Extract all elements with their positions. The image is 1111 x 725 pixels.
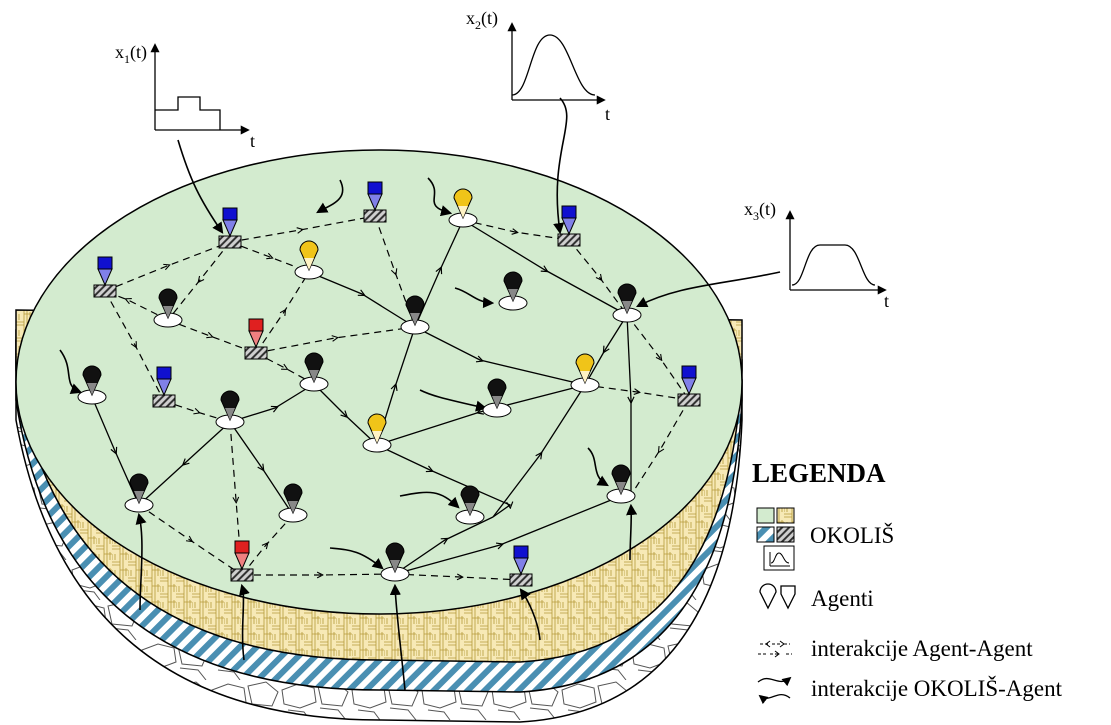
legend-dashed-arrows-icon <box>758 640 792 658</box>
black-pin-agent-icon <box>153 288 183 328</box>
legend-symbols <box>756 507 796 705</box>
blue-box-agent-icon <box>93 256 117 298</box>
legend-green-swatch <box>756 507 775 524</box>
red-box-agent-icon <box>244 318 268 360</box>
yellow-pin-agent-icon <box>294 240 324 280</box>
solid-links <box>91 219 631 575</box>
blue-box-agent-icon <box>509 545 533 587</box>
black-pin-agent-icon <box>606 464 636 504</box>
legend-environment-label: OKOLIŠ <box>810 523 895 548</box>
blue-box-agent-icon <box>677 365 701 407</box>
black-pin-agent-icon <box>299 352 329 392</box>
signal-x3-tlabel: t <box>884 291 889 311</box>
red-agents <box>230 318 268 582</box>
red-box-agent-icon <box>230 540 254 582</box>
signal-x1-tlabel: t <box>250 131 255 151</box>
black-pin-agent-icon <box>124 473 154 513</box>
black-pin-agent-icon <box>278 483 308 523</box>
black-pin-agent-icon <box>612 283 642 323</box>
dashed-links <box>104 215 690 581</box>
black-pin-agent-icon <box>400 295 430 335</box>
legend-pin-agent-icon <box>759 583 777 610</box>
environment-disc <box>15 149 743 723</box>
blue-box-agent-icon <box>363 181 387 223</box>
blue-box-agent-icon <box>152 366 176 408</box>
signal-graph-x2: x2(t) t <box>466 8 610 124</box>
legend-agents-label: Agenti <box>811 586 874 611</box>
black-pin-agent-icon <box>215 390 245 430</box>
legend-title: LEGENDA <box>752 458 886 488</box>
black-pin-agent-icon <box>482 378 512 418</box>
signal-x3-ylabel: x3(t) <box>744 199 776 223</box>
yellow-pin-agent-icon <box>362 413 392 453</box>
signal-x2-tlabel: t <box>605 104 610 124</box>
yellow-pin-agent-icon <box>448 188 478 228</box>
black-pin-agent-icon <box>498 271 528 311</box>
black-pin-agent-icon <box>77 365 107 405</box>
legend-curve-arrows-icon <box>757 676 792 705</box>
blue-box-agent-icon <box>218 207 242 249</box>
black-pin-agent-icon <box>455 485 485 525</box>
legend-hatch-swatch <box>756 526 775 543</box>
legend-graph-icon <box>763 545 795 571</box>
black-pin-agent-icon <box>380 542 410 582</box>
legend-wood-swatch <box>776 507 795 524</box>
signal-x2-ylabel: x2(t) <box>466 8 498 32</box>
signal-x1-ylabel: x1(t) <box>115 42 147 66</box>
green-surface <box>15 149 743 615</box>
legend-stone-swatch <box>776 526 795 543</box>
black-agents <box>77 271 642 582</box>
legend-box-agent-icon <box>780 585 796 610</box>
environment-agent-links <box>59 97 781 691</box>
yellow-pin-agent-icon <box>570 353 600 393</box>
blue-agents <box>93 181 701 587</box>
blue-box-agent-icon <box>557 205 581 247</box>
signal-graph-x1: x1(t) t <box>115 42 255 151</box>
legend-agent-agent-label: interakcije Agent-Agent <box>811 636 1033 661</box>
signal-graph-x3: x3(t) t <box>744 199 889 311</box>
legend-env-agent-label: interakcije OKOLIŠ-Agent <box>811 676 1063 701</box>
yellow-agents <box>294 188 600 453</box>
